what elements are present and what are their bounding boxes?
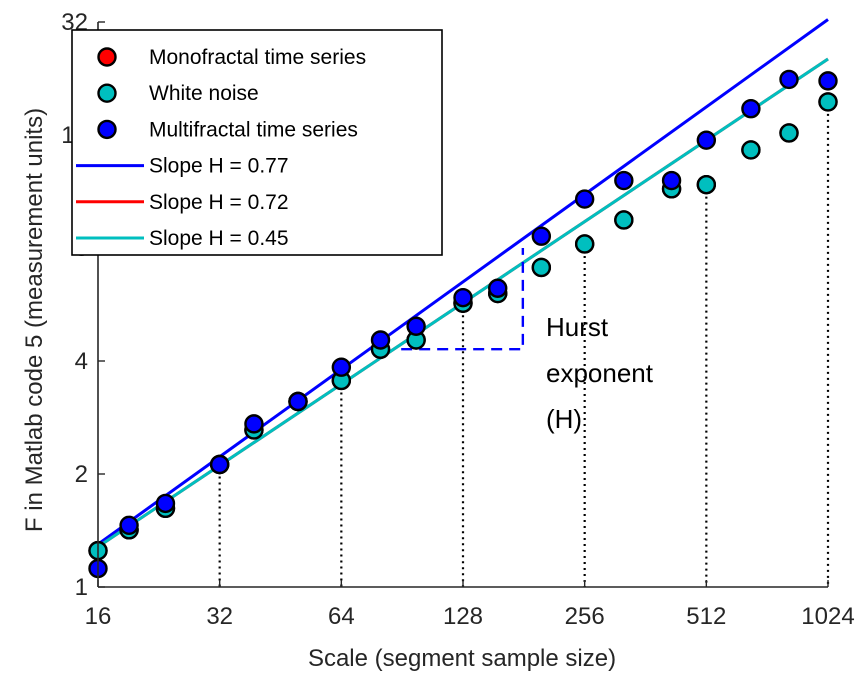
point-s2-16: [741, 99, 761, 119]
point-s2-14: [661, 170, 682, 191]
hurst-triangle: [401, 248, 525, 351]
hurst-triangle-path: [401, 248, 525, 351]
y-tick-label-2: 4: [75, 348, 88, 375]
point-s1-15: [696, 174, 717, 195]
point-s2-3: [209, 454, 230, 475]
point-s1-12: [574, 234, 595, 254]
legend-label-4: Slope H = 0.72: [149, 191, 289, 214]
x-tick-label-4: 256: [565, 603, 605, 630]
point-s2-9: [453, 287, 473, 308]
vertical-marker-lines: [218, 101, 830, 587]
x-axis-label: Scale (segment sample size): [308, 645, 616, 672]
legend-label-0: Monofractal time series: [149, 46, 366, 69]
point-s2-4: [244, 414, 264, 434]
point-s2-17: [779, 69, 799, 90]
annotation-line-2: exponent: [546, 358, 654, 388]
point-s2-8: [406, 316, 426, 336]
x-tick-label-6: 1024: [801, 603, 854, 630]
point-s1-11: [531, 257, 552, 278]
point-s2-7: [370, 330, 391, 350]
legend-marker-2: [97, 119, 117, 140]
legend-label-5: Slope H = 0.45: [149, 227, 289, 250]
legend-box: [71, 29, 443, 256]
point-s1-17: [779, 123, 799, 143]
x-tick-label-3: 128: [443, 603, 483, 630]
annotation-line-1: Hurst: [546, 312, 609, 342]
point-s2-18: [818, 71, 838, 91]
point-s2-13: [614, 170, 634, 191]
point-s2-12: [574, 189, 595, 209]
point-s2-6: [331, 357, 352, 377]
point-s2-2: [155, 493, 176, 514]
y-tick-label-1: 2: [75, 461, 88, 488]
legend: Monofractal time series White noise Multif…: [71, 29, 443, 256]
legend-marker-0: [97, 47, 117, 67]
x-tick-label-0: 16: [85, 603, 112, 630]
point-s2-10: [488, 278, 508, 298]
point-s1-16: [741, 140, 761, 160]
y-axis-label: F in Matlab code 5 (measurement units): [21, 108, 48, 532]
legend-marker-1: [97, 83, 117, 103]
legend-label-1: White noise: [149, 82, 259, 105]
point-s2-1: [119, 515, 139, 536]
legend-label-2: Multifractal time series: [149, 118, 358, 141]
x-tick-label-5: 512: [686, 603, 726, 630]
point-s1-18: [818, 92, 838, 112]
point-s2-15: [696, 130, 717, 150]
x-tick-label-1: 32: [206, 603, 233, 630]
legend-label-3: Slope H = 0.77: [149, 155, 289, 178]
y-tick-label-0: 1: [75, 574, 88, 601]
annotation-line-3: (H): [546, 404, 582, 434]
hurst-annotation: Hurst exponent (H): [546, 312, 654, 434]
x-tick-label-2: 64: [328, 603, 355, 630]
point-s1-13: [614, 210, 634, 230]
point-s2-5: [288, 391, 308, 412]
point-s2-11: [531, 226, 552, 246]
